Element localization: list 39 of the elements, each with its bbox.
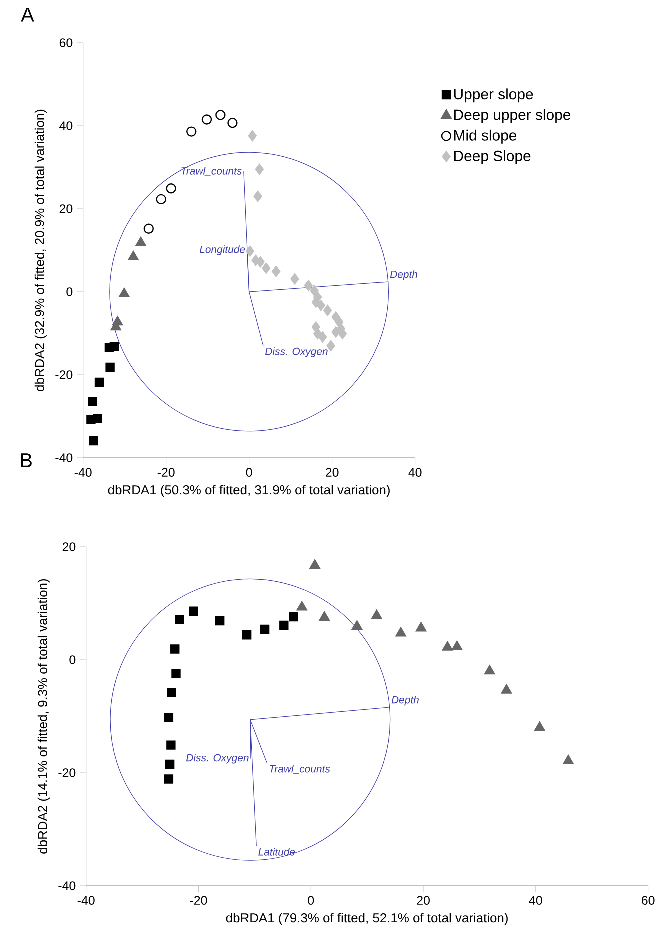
legend-label: Mid slope [454,130,516,144]
x-tick-label: -40 [74,468,92,477]
y-tick-label: 0 [70,656,76,664]
y-axis-title: dbRDA2 (32.9% of fitted, 20.9% of total variation) [34,110,47,392]
x-tick-label: -20 [158,468,175,477]
x-axis-title: dbRDA1 (50.3% of fitted, 31.9% of total variation) [108,485,390,498]
series-label: Latitude [258,848,295,856]
y-tick-label: -40 [56,454,72,462]
x-tick-label: -20 [190,896,208,905]
series-label: Longitude [200,246,245,256]
y-tick-label: -20 [58,768,76,778]
x-tick-label: 0 [246,468,252,477]
series-label: Diss. Oxygen [186,754,249,764]
chart-title: A [20,8,34,22]
y-tick-label: 20 [62,542,76,552]
series-label: Trawl_counts [182,167,242,176]
series-label: Trawl_counts [270,765,330,774]
x-tick-label: -40 [78,896,95,905]
y-axis-title: dbRDA2 (14.1% of fitted, 9.3% of total variation) [38,579,50,854]
series-label: Diss. Oxygen [265,348,328,358]
y-tick-label: -20 [56,370,72,380]
series-label: Depth [390,270,418,280]
chart-title: B [21,454,32,468]
legend-label: Deep upper slope [454,109,570,124]
y-tick-label: 60 [60,38,72,48]
x-tick-label: 40 [529,896,542,905]
x-tick-label: 40 [408,468,422,477]
x-axis-title: dbRDA1 (79.3% of fitted, 52.1% of total variation) [226,913,508,926]
x-tick-label: 0 [308,896,314,905]
y-tick-label: 0 [66,288,72,296]
y-tick-label: -40 [58,882,76,890]
legend-label: Upper slope [454,88,533,103]
y-tick-label: 40 [59,122,72,130]
x-tick-label: 60 [642,896,655,905]
y-tick-label: 20 [60,204,72,214]
x-tick-label: 20 [326,468,339,477]
legend-label: Deep Slope [454,150,531,164]
x-tick-label: 20 [417,896,430,905]
series-label: Depth [392,696,419,706]
